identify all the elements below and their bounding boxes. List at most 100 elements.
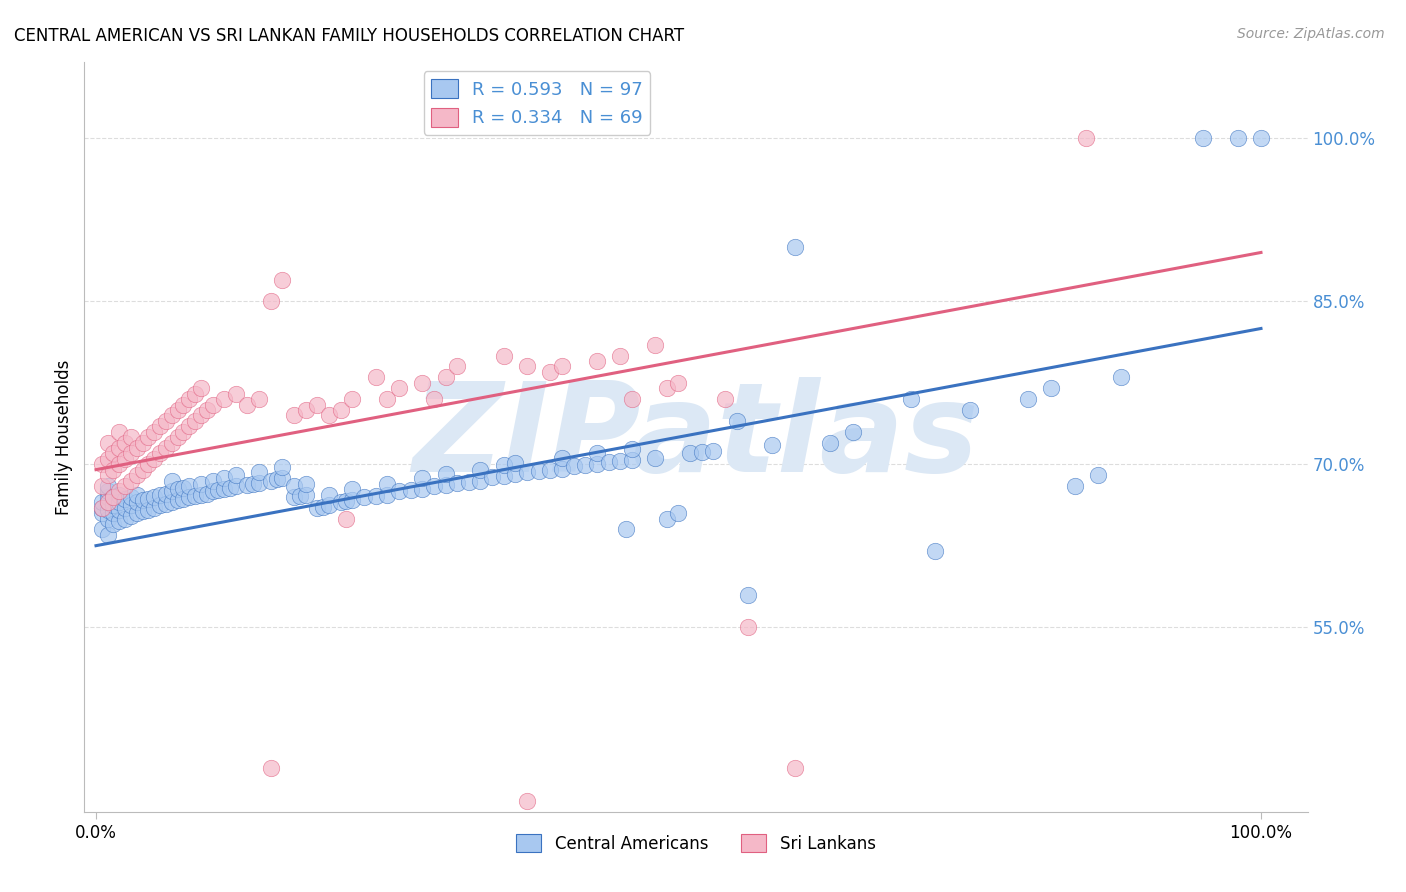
Point: [120, 509, 142, 524]
Point: [120, 446, 142, 460]
Point: [783, 761, 806, 775]
Point: [190, 381, 212, 395]
Point: [97, 495, 120, 509]
Point: [714, 392, 737, 406]
Point: [375, 392, 398, 406]
Point: [1076, 131, 1098, 145]
Point: [434, 467, 457, 481]
Point: [411, 376, 433, 390]
Point: [283, 490, 305, 504]
Point: [538, 365, 561, 379]
Point: [108, 484, 131, 499]
Text: CENTRAL AMERICAN VS SRI LANKAN FAMILY HOUSEHOLDS CORRELATION CHART: CENTRAL AMERICAN VS SRI LANKAN FAMILY HO…: [14, 27, 685, 45]
Point: [103, 499, 125, 513]
Point: [505, 467, 527, 481]
Point: [179, 419, 201, 434]
Point: [260, 294, 283, 309]
Point: [103, 446, 125, 460]
Point: [335, 511, 357, 525]
Point: [236, 397, 259, 411]
Point: [149, 446, 172, 460]
Point: [586, 446, 609, 460]
Point: [1226, 131, 1249, 145]
Point: [434, 478, 457, 492]
Point: [271, 460, 294, 475]
Point: [457, 475, 479, 489]
Point: [294, 403, 316, 417]
Point: [527, 464, 550, 478]
Point: [90, 457, 112, 471]
Point: [318, 409, 340, 423]
Point: [242, 476, 264, 491]
Point: [307, 500, 329, 515]
Point: [103, 516, 125, 531]
Point: [329, 495, 352, 509]
Point: [143, 500, 166, 515]
Point: [166, 403, 188, 417]
Point: [614, 522, 637, 536]
Point: [446, 475, 468, 490]
Point: [166, 493, 188, 508]
Point: [143, 451, 166, 466]
Point: [288, 489, 311, 503]
Point: [201, 397, 224, 411]
Point: [225, 386, 247, 401]
Point: [108, 514, 131, 528]
Point: [97, 503, 120, 517]
Point: [138, 491, 160, 506]
Point: [190, 409, 212, 423]
Point: [364, 370, 387, 384]
Point: [201, 484, 224, 499]
Point: [620, 392, 643, 406]
Point: [201, 474, 224, 488]
Point: [108, 495, 131, 509]
Point: [97, 511, 120, 525]
Point: [114, 500, 136, 515]
Point: [551, 461, 574, 475]
Point: [260, 474, 283, 488]
Point: [125, 495, 148, 509]
Text: ZIPatlas: ZIPatlas: [413, 376, 979, 498]
Point: [125, 506, 148, 520]
Point: [668, 506, 690, 520]
Point: [120, 430, 142, 444]
Point: [562, 459, 585, 474]
Point: [160, 484, 183, 499]
Point: [219, 481, 242, 495]
Point: [655, 511, 678, 525]
Point: [761, 438, 783, 452]
Point: [160, 435, 183, 450]
Point: [120, 490, 142, 504]
Point: [375, 476, 398, 491]
Point: [294, 476, 316, 491]
Point: [470, 463, 492, 477]
Point: [342, 482, 364, 496]
Point: [1040, 381, 1063, 395]
Point: [184, 414, 207, 428]
Point: [342, 493, 364, 508]
Point: [172, 425, 194, 439]
Point: [644, 338, 666, 352]
Point: [120, 499, 142, 513]
Point: [138, 503, 160, 517]
Point: [97, 495, 120, 509]
Point: [172, 481, 194, 495]
Point: [155, 486, 177, 500]
Point: [212, 482, 235, 496]
Point: [160, 409, 183, 423]
Point: [411, 471, 433, 485]
Point: [149, 499, 172, 513]
Point: [538, 463, 561, 477]
Point: [247, 475, 270, 490]
Point: [212, 392, 235, 406]
Point: [271, 471, 294, 485]
Point: [551, 450, 574, 465]
Point: [179, 490, 201, 504]
Point: [1017, 392, 1039, 406]
Point: [470, 474, 492, 488]
Point: [1063, 479, 1085, 493]
Point: [149, 419, 172, 434]
Point: [103, 506, 125, 520]
Point: [195, 486, 218, 500]
Point: [160, 495, 183, 509]
